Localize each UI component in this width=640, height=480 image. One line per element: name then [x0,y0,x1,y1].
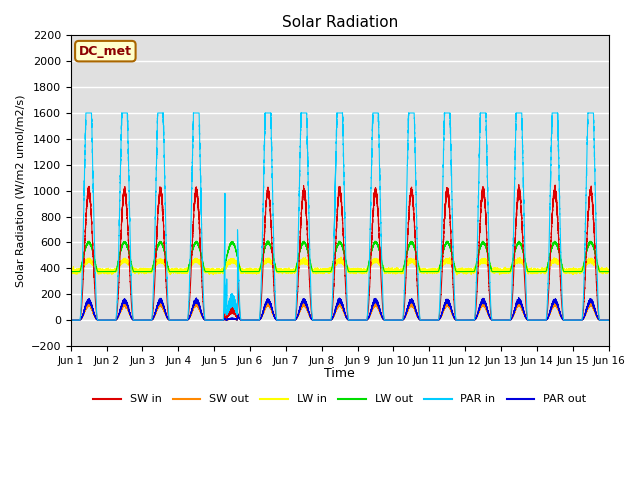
PAR out [605,317,612,323]
Y-axis label: Solar Radiation (W/m2 umol/m2/s): Solar Radiation (W/m2 umol/m2/s) [15,95,25,287]
PAR out [515,295,522,300]
SW in [605,317,612,323]
SW in [67,317,75,323]
LW in [337,254,345,260]
SW out [95,317,103,323]
PAR in [82,110,90,116]
SW out [499,317,507,323]
LW in [499,269,507,275]
SW out [507,317,515,323]
PAR out [506,317,514,323]
LW in [453,272,461,278]
LW in [507,266,515,272]
SW in [95,317,103,323]
LW out [67,269,75,275]
LW in [410,260,418,266]
Line: SW in: SW in [71,185,609,320]
PAR out [486,313,493,319]
Line: PAR out: PAR out [71,298,609,320]
SW in [410,213,418,219]
PAR out [499,317,507,323]
SW in [471,314,479,320]
LW in [95,271,103,277]
PAR in [95,317,103,323]
PAR out [95,317,103,323]
Line: PAR in: PAR in [71,113,609,320]
SW out [471,317,479,323]
Text: DC_met: DC_met [79,45,132,58]
LW out [410,244,418,250]
LW in [486,265,493,271]
LW out [605,269,612,275]
PAR in [507,316,515,322]
LW out [486,259,493,265]
SW in [515,182,523,188]
SW out [410,305,418,311]
SW in [506,317,514,323]
PAR in [471,311,479,317]
SW in [486,294,493,300]
SW out [605,317,612,323]
LW in [471,267,479,273]
SW out [486,314,493,320]
LW in [67,269,75,275]
Title: Solar Radiation: Solar Radiation [282,15,398,30]
X-axis label: Time: Time [324,367,355,380]
SW out [120,300,128,305]
LW in [605,268,612,274]
PAR out [410,303,418,309]
PAR out [471,317,479,323]
Line: LW out: LW out [71,241,609,272]
Line: LW in: LW in [71,257,609,275]
LW out [471,266,479,272]
SW in [499,317,507,323]
PAR in [486,270,493,276]
Line: SW out: SW out [71,302,609,320]
PAR in [67,317,75,323]
PAR in [499,317,507,323]
Legend: SW in, SW out, LW in, LW out, PAR in, PAR out: SW in, SW out, LW in, LW out, PAR in, PA… [88,390,591,409]
PAR out [67,317,75,323]
LW out [499,269,507,275]
LW out [264,238,271,244]
PAR in [410,110,418,116]
LW out [507,268,515,274]
SW out [67,317,75,323]
LW out [95,269,103,275]
PAR in [605,317,612,323]
